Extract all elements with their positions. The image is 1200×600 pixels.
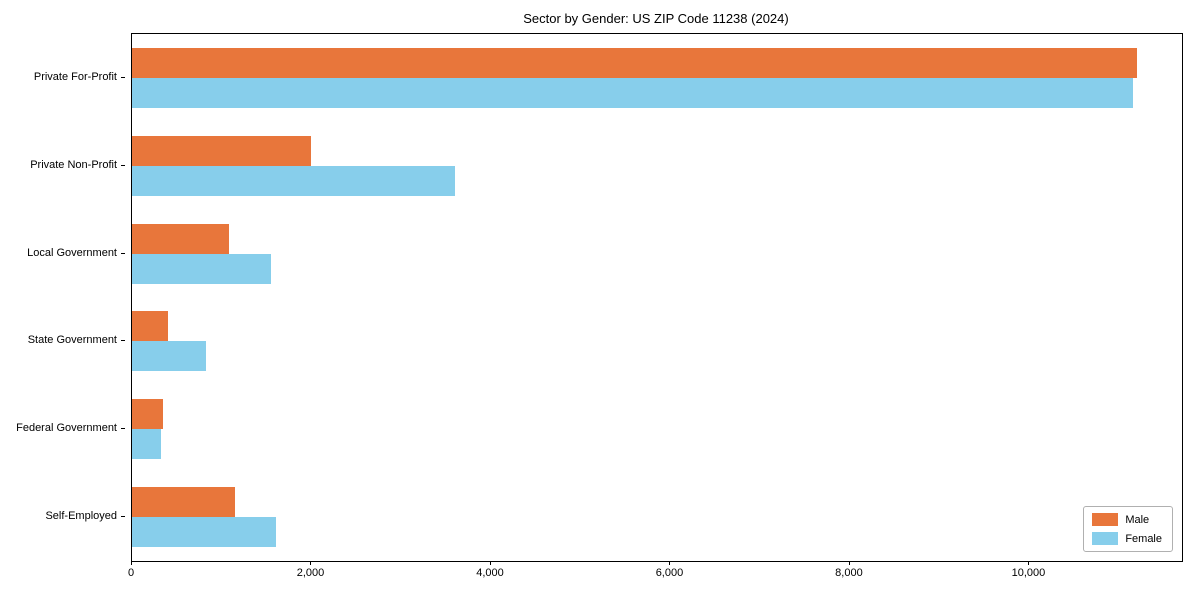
legend-swatch-male [1092, 513, 1119, 526]
y-tick-mark [121, 252, 125, 254]
x-axis: 0 2,000 4,000 6,000 8,000 10,000 [128, 561, 1181, 585]
y-axis-labels: Private For-Profit Private Non-Profit Loca… [0, 33, 125, 560]
y-tick-label: Private For-Profit [33, 70, 117, 83]
bar-female-self-employed [132, 517, 276, 547]
bar-male-federal-government [132, 399, 163, 429]
bar-male-private-non-profit [132, 136, 311, 166]
y-tick-label: Local Government [27, 246, 117, 259]
x-tick-mark [489, 561, 491, 565]
y-tick-label: Federal Government [16, 422, 117, 435]
x-tick-mark [669, 561, 671, 565]
legend-label-male: Male [1125, 513, 1150, 526]
x-tick-label: 6,000 [655, 567, 684, 579]
y-tick-mark [121, 76, 125, 78]
y-tick-mark [121, 516, 125, 518]
y-tick-label: Private Non-Profit [30, 158, 117, 171]
y-tick-label: Self-Employed [45, 510, 117, 523]
bar-female-private-for-profit [132, 78, 1133, 108]
chart-title: Sector by Gender: US ZIP Code 11238 (202… [523, 11, 789, 26]
legend-swatch-female [1092, 532, 1119, 545]
plot-area: Male Female [131, 33, 1183, 562]
x-tick-mark [131, 561, 132, 565]
x-tick-label: 10,000 [1011, 567, 1046, 579]
x-tick-label: 2,000 [296, 567, 325, 579]
bar-male-state-government [132, 311, 168, 341]
legend: Male Female [1083, 506, 1173, 552]
y-tick-label: State Government [27, 334, 117, 347]
bar-male-self-employed [132, 487, 235, 517]
y-tick-mark [121, 428, 125, 430]
bar-female-federal-government [132, 429, 161, 459]
x-tick-mark [848, 561, 850, 565]
bar-male-private-for-profit [132, 48, 1137, 78]
bar-male-local-government [132, 224, 229, 254]
legend-item-male: Male [1092, 513, 1162, 526]
x-tick-label: 0 [127, 567, 135, 579]
y-tick-mark [121, 164, 125, 166]
bar-female-local-government [132, 254, 271, 284]
x-tick-label: 8,000 [835, 567, 863, 579]
y-tick-mark [121, 340, 125, 342]
legend-label-female: Female [1125, 532, 1162, 545]
x-tick-label: 4,000 [476, 567, 504, 579]
bar-female-private-non-profit [132, 166, 455, 196]
x-tick-mark [310, 561, 312, 565]
bar-female-state-government [132, 341, 206, 371]
x-tick-mark [1028, 561, 1030, 565]
legend-item-female: Female [1092, 532, 1162, 545]
